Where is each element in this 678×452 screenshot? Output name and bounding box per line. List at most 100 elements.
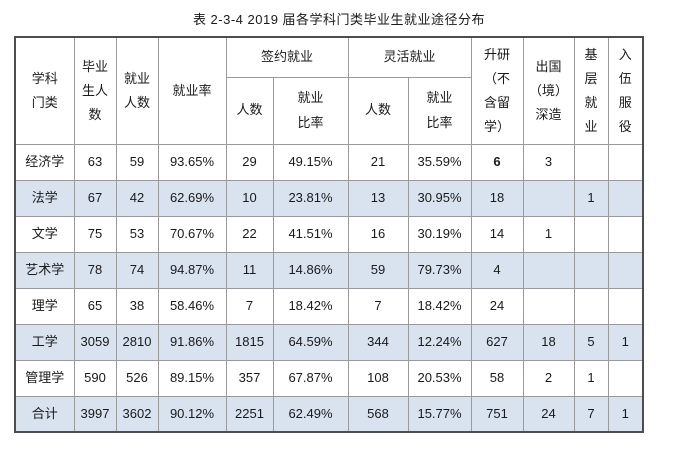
header-row-2: 人数 就业 比率 人数 就业 比率 [15, 76, 643, 145]
flexible-count-cell: 59 [347, 251, 409, 289]
military-cell [607, 215, 644, 253]
grassroots-cell: 1 [573, 179, 609, 217]
discipline-cell: 工学 [14, 323, 75, 361]
header-graduates: 毕业 生人 数 [73, 36, 117, 145]
header-contracted-group: 签约就业 [225, 36, 349, 78]
header-postgraduate: 升研 （不 含留 学） [470, 36, 524, 145]
table-row: 工学 3059 2810 91.86% 1815 64.59% 344 12.2… [14, 323, 644, 361]
grassroots-cell: 7 [573, 395, 609, 433]
flexible-ratio-cell: 30.95% [407, 179, 472, 217]
grassroots-cell [573, 287, 609, 325]
table-row: 经济学 63 59 93.65% 29 49.15% 21 35.59% 6 3 [14, 143, 644, 181]
flexible-ratio-cell: 12.24% [407, 323, 472, 361]
employment-pathways-table: 学科 门类 毕业 生人 数 就业 人数 就业率 签约就业 灵活就业 升研 （不 … [14, 36, 645, 433]
discipline-cell: 理学 [14, 287, 75, 325]
flexible-count-cell: 13 [347, 179, 409, 217]
postgraduate-cell: 18 [470, 179, 524, 217]
employed-cell: 53 [115, 215, 159, 253]
discipline-cell: 文学 [14, 215, 75, 253]
table-body: 经济学 63 59 93.65% 29 49.15% 21 35.59% 6 3… [14, 143, 644, 433]
grassroots-cell: 5 [573, 323, 609, 361]
graduates-cell: 67 [73, 179, 117, 217]
graduates-cell: 590 [73, 359, 117, 397]
header-grassroots: 基 层 就 业 [573, 36, 609, 145]
postgraduate-cell: 24 [470, 287, 524, 325]
contracted-ratio-cell: 23.81% [272, 179, 349, 217]
abroad-cell: 1 [522, 215, 575, 253]
abroad-cell: 2 [522, 359, 575, 397]
grassroots-cell: 1 [573, 359, 609, 397]
postgraduate-cell: 4 [470, 251, 524, 289]
employed-cell: 526 [115, 359, 159, 397]
graduates-cell: 3997 [73, 395, 117, 433]
contracted-ratio-cell: 18.42% [272, 287, 349, 325]
graduates-cell: 3059 [73, 323, 117, 361]
flexible-count-cell: 568 [347, 395, 409, 433]
graduates-cell: 78 [73, 251, 117, 289]
employed-cell: 2810 [115, 323, 159, 361]
contracted-count-cell: 357 [225, 359, 274, 397]
header-contracted-ratio: 就业 比率 [272, 76, 349, 145]
contracted-count-cell: 2251 [225, 395, 274, 433]
employed-cell: 74 [115, 251, 159, 289]
military-cell [607, 287, 644, 325]
employed-cell: 59 [115, 143, 159, 181]
header-employed: 就业 人数 [115, 36, 159, 145]
abroad-cell: 3 [522, 143, 575, 181]
header-military: 入 伍 服 役 [607, 36, 644, 145]
contracted-ratio-cell: 64.59% [272, 323, 349, 361]
abroad-cell [522, 251, 575, 289]
flexible-ratio-cell: 15.77% [407, 395, 472, 433]
flexible-ratio-cell: 79.73% [407, 251, 472, 289]
graduates-cell: 75 [73, 215, 117, 253]
contracted-count-cell: 11 [225, 251, 274, 289]
contracted-ratio-cell: 49.15% [272, 143, 349, 181]
employed-cell: 42 [115, 179, 159, 217]
flexible-count-cell: 108 [347, 359, 409, 397]
postgraduate-cell: 6 [470, 143, 524, 181]
contracted-count-cell: 10 [225, 179, 274, 217]
postgraduate-cell: 627 [470, 323, 524, 361]
flexible-count-cell: 7 [347, 287, 409, 325]
table-row: 合计 3997 3602 90.12% 2251 62.49% 568 15.7… [14, 395, 644, 433]
header-flexible-group: 灵活就业 [347, 36, 472, 78]
employment-rate-cell: 89.15% [157, 359, 227, 397]
discipline-cell: 经济学 [14, 143, 75, 181]
contracted-count-cell: 1815 [225, 323, 274, 361]
header-abroad: 出国 （境） 深造 [522, 36, 575, 145]
graduates-cell: 63 [73, 143, 117, 181]
discipline-cell: 法学 [14, 179, 75, 217]
table-row: 理学 65 38 58.46% 7 18.42% 7 18.42% 24 [14, 287, 644, 325]
contracted-count-cell: 29 [225, 143, 274, 181]
flexible-count-cell: 16 [347, 215, 409, 253]
employed-cell: 3602 [115, 395, 159, 433]
contracted-ratio-cell: 14.86% [272, 251, 349, 289]
flexible-ratio-cell: 20.53% [407, 359, 472, 397]
flexible-ratio-cell: 30.19% [407, 215, 472, 253]
employed-cell: 38 [115, 287, 159, 325]
table-row: 文学 75 53 70.67% 22 41.51% 16 30.19% 14 1 [14, 215, 644, 253]
employment-rate-cell: 62.69% [157, 179, 227, 217]
table-header: 学科 门类 毕业 生人 数 就业 人数 就业率 签约就业 灵活就业 升研 （不 … [14, 36, 644, 145]
employment-rate-cell: 93.65% [157, 143, 227, 181]
employment-rate-cell: 70.67% [157, 215, 227, 253]
grassroots-cell [573, 215, 609, 253]
military-cell [607, 143, 644, 181]
flexible-count-cell: 21 [347, 143, 409, 181]
grassroots-cell [573, 143, 609, 181]
flexible-ratio-cell: 18.42% [407, 287, 472, 325]
military-cell [607, 359, 644, 397]
contracted-ratio-cell: 62.49% [272, 395, 349, 433]
military-cell [607, 251, 644, 289]
contracted-count-cell: 22 [225, 215, 274, 253]
table-row: 艺术学 78 74 94.87% 11 14.86% 59 79.73% 4 [14, 251, 644, 289]
graduates-cell: 65 [73, 287, 117, 325]
employment-rate-cell: 90.12% [157, 395, 227, 433]
header-discipline: 学科 门类 [14, 36, 75, 145]
contracted-count-cell: 7 [225, 287, 274, 325]
flexible-count-cell: 344 [347, 323, 409, 361]
header-contracted-count: 人数 [225, 76, 274, 145]
employment-rate-cell: 91.86% [157, 323, 227, 361]
abroad-cell: 24 [522, 395, 575, 433]
